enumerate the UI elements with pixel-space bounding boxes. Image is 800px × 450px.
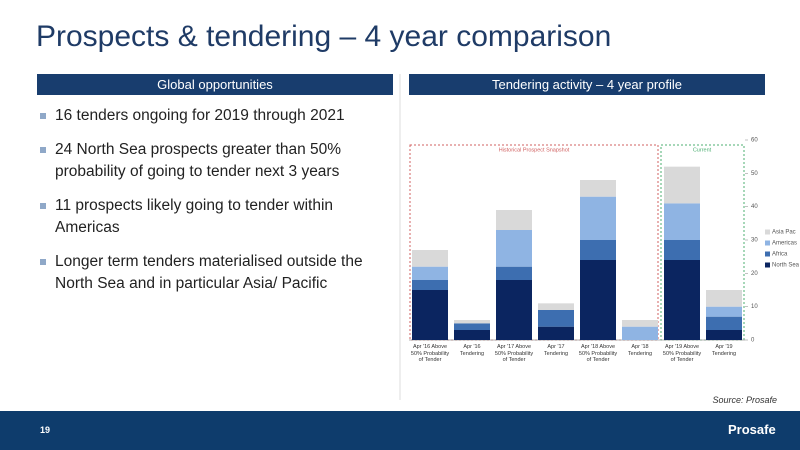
bullet: Longer term tenders materialised outside… <box>40 251 390 295</box>
annotation: Current <box>693 147 712 153</box>
x-tick-label: Apr '17 Above 50% Probability of Tender <box>494 344 534 363</box>
logo: Prosafe <box>728 422 776 437</box>
page-number: 19 <box>40 425 51 435</box>
bar-segment <box>580 240 616 260</box>
bullet: 24 North Sea prospects greater than 50% … <box>40 139 390 183</box>
slide-title: Prospects & tendering – 4 year compariso… <box>36 20 612 53</box>
bar-segment <box>496 266 532 280</box>
bar-segment <box>580 180 616 197</box>
legend-label: North Sea <box>772 263 800 269</box>
bar-segment <box>664 260 700 340</box>
bar-segment <box>664 166 700 204</box>
bar-segment <box>538 310 574 327</box>
x-tick-label: Apr '16 Above 50% Probability of Tender <box>410 344 450 363</box>
bar-segment <box>706 290 742 307</box>
source: Source: Prosafe <box>712 395 777 405</box>
bar-segment <box>538 303 574 310</box>
x-tick-label: Apr '18 Tendering <box>627 344 653 357</box>
bar-segment <box>622 326 658 340</box>
x-tick-label: Apr '18 Above 50% Probability of Tender <box>578 344 618 363</box>
x-tick-label: Apr '19 Above 50% Probability of Tender <box>662 344 702 363</box>
annotation-box <box>409 144 659 341</box>
bar-segment <box>664 203 700 240</box>
legend-label: Africa <box>772 252 788 258</box>
legend-swatch <box>765 262 770 268</box>
bar-segment <box>496 230 532 267</box>
panel-header: Tendering activity – 4 year profile <box>409 74 765 95</box>
bar-segment <box>622 320 658 327</box>
bar-segment <box>538 326 574 340</box>
bar-segment <box>454 320 490 324</box>
bullet: 16 tenders ongoing for 2019 through 2021 <box>40 105 390 127</box>
bar-segment <box>412 250 448 267</box>
bullet-list: 16 tenders ongoing for 2019 through 2021… <box>40 105 390 307</box>
legend-swatch <box>765 240 770 246</box>
legend-label: Americas <box>772 241 797 247</box>
bar-segment <box>454 323 490 330</box>
bar-segment <box>412 266 448 280</box>
bar-segment <box>454 330 490 340</box>
annotation-box <box>660 144 745 341</box>
x-tick-label: Apr '19 Tendering <box>711 344 737 357</box>
bar-segment <box>580 260 616 340</box>
y-tick-label: 20 <box>751 271 758 277</box>
panel-header: Global opportunities <box>37 74 393 95</box>
y-tick-label: 40 <box>751 204 758 210</box>
footer-band <box>0 411 800 450</box>
bar-segment <box>412 290 448 340</box>
legend-swatch <box>765 251 770 257</box>
y-tick-label: 0 <box>751 338 755 344</box>
bar-segment <box>580 196 616 240</box>
bar-segment <box>496 280 532 340</box>
bar-segment <box>706 316 742 330</box>
legend-swatch <box>765 229 770 235</box>
bar-segment <box>706 330 742 340</box>
x-tick-label: Apr '16 Tendering <box>459 344 485 357</box>
y-tick-label: 30 <box>751 238 758 244</box>
bar-segment <box>412 280 448 290</box>
y-tick-label: 60 <box>751 138 758 144</box>
y-tick-label: 50 <box>751 171 758 177</box>
legend-label: Asia Pac <box>772 230 796 236</box>
x-tick-label: Apr '17 Tendering <box>543 344 569 357</box>
bar-segment <box>706 306 742 317</box>
bullet: 11 prospects likely going to tender with… <box>40 195 390 239</box>
annotation: Historical Prospect Snapshot <box>499 147 570 153</box>
y-tick-label: 10 <box>751 304 758 310</box>
bar-segment <box>664 240 700 260</box>
bar-segment <box>496 210 532 230</box>
